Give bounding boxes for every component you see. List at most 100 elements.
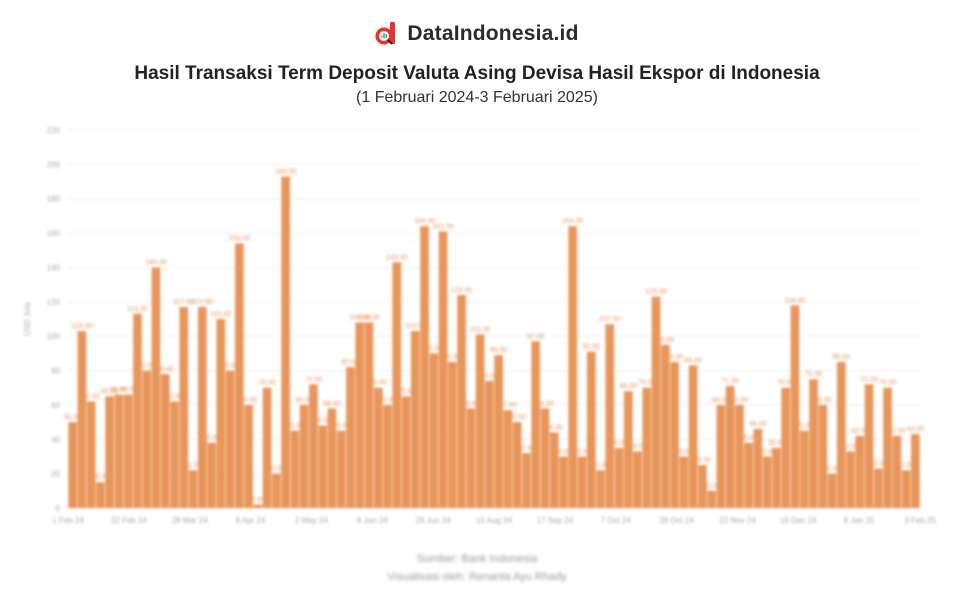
bar bbox=[234, 243, 244, 508]
bar bbox=[272, 473, 281, 508]
bar bbox=[160, 373, 170, 508]
bar bbox=[762, 456, 772, 508]
bar bbox=[410, 331, 420, 508]
bar bbox=[873, 468, 883, 508]
bar bbox=[383, 404, 392, 508]
bar-value-label: 70.00 bbox=[369, 380, 387, 387]
bar bbox=[151, 267, 161, 508]
bar-value-label: 30.00 bbox=[555, 448, 573, 455]
bar-value-label: 58.00 bbox=[536, 400, 554, 407]
x-tick-label: 6 Jun 24 bbox=[357, 516, 388, 525]
bar-value-label: 38.00 bbox=[740, 435, 758, 442]
x-tick-label: 8 Apr 24 bbox=[236, 516, 266, 525]
bar bbox=[522, 453, 531, 508]
bar-value-label: 35.00 bbox=[768, 440, 786, 447]
bar bbox=[96, 482, 105, 508]
bar bbox=[309, 384, 318, 508]
bar-value-label: 75.00 bbox=[805, 371, 823, 378]
bar bbox=[549, 432, 559, 508]
y-tick-label: 160 bbox=[47, 229, 61, 238]
bar bbox=[299, 404, 309, 508]
bar bbox=[633, 451, 642, 508]
y-tick-label: 40 bbox=[51, 435, 60, 444]
bar bbox=[716, 404, 726, 508]
bar-value-label: 107.00 bbox=[599, 316, 621, 323]
bar bbox=[698, 465, 707, 508]
bar-value-label: 85.00 bbox=[444, 354, 462, 361]
bar-value-label: 44.00 bbox=[545, 424, 563, 431]
bar bbox=[225, 370, 235, 508]
bar-value-label: 108.00 bbox=[358, 314, 380, 321]
bar-value-label: 15.00 bbox=[92, 474, 110, 481]
bar-value-label: 22.00 bbox=[592, 462, 610, 469]
bar-value-label: 35.00 bbox=[610, 440, 628, 447]
y-axis-label: USD Juta bbox=[23, 301, 32, 336]
bar-value-label: 85.00 bbox=[833, 354, 851, 361]
bar bbox=[420, 226, 429, 508]
bar-value-label: 101.00 bbox=[469, 326, 491, 333]
bar-value-label: 45.00 bbox=[286, 423, 304, 430]
bar-value-label: 85.00 bbox=[666, 354, 684, 361]
bar bbox=[623, 391, 633, 508]
bar-value-label: 68.00 bbox=[620, 383, 638, 390]
bar-value-label: 108.00 bbox=[349, 314, 371, 321]
bar-value-label: 33.00 bbox=[842, 443, 860, 450]
bar bbox=[105, 396, 115, 508]
bar-value-label: 58.00 bbox=[323, 400, 341, 407]
bar bbox=[485, 380, 494, 508]
chart-footer: Sumber: Bank Indonesia Visualisasi oleh:… bbox=[0, 550, 954, 586]
dataindonesia-logo-icon bbox=[375, 22, 397, 46]
bar bbox=[753, 428, 763, 508]
bar bbox=[244, 404, 253, 508]
bar-value-label: 66.00 bbox=[119, 387, 137, 394]
bar-value-label: 32.00 bbox=[518, 445, 536, 452]
bar bbox=[725, 386, 735, 508]
bar bbox=[707, 490, 716, 508]
chart-subtitle: (1 Februari 2024-3 Februari 2025) bbox=[356, 89, 598, 106]
bar-value-label: 58.00 bbox=[462, 400, 480, 407]
y-tick-label: 220 bbox=[47, 126, 61, 135]
bar-value-label: 71.00 bbox=[721, 378, 739, 385]
y-tick-label: 80 bbox=[51, 367, 60, 376]
bar-value-label: 46.00 bbox=[749, 421, 767, 428]
bar-value-label: 22.00 bbox=[184, 462, 202, 469]
bar bbox=[170, 401, 179, 508]
y-axis-ticks: 0 20 40 60 80 100 120 140 160 180 200 220 bbox=[47, 126, 61, 513]
bar bbox=[197, 306, 207, 508]
bar bbox=[660, 344, 670, 508]
bar bbox=[883, 387, 892, 508]
bar bbox=[892, 435, 902, 508]
bar-value-label: 70.00 bbox=[879, 380, 897, 387]
bar-value-label: 65.00 bbox=[397, 388, 415, 395]
bar-value-label: 80.00 bbox=[138, 363, 156, 370]
bar bbox=[281, 176, 290, 508]
bar bbox=[512, 422, 522, 508]
bar-value-label: 72.00 bbox=[860, 376, 878, 383]
x-tick-label: 1 Feb 24 bbox=[52, 516, 84, 525]
bar-value-label: 45.00 bbox=[795, 423, 813, 430]
bar bbox=[901, 470, 911, 508]
x-tick-label: 16 Dec 24 bbox=[780, 516, 817, 525]
bar-value-label: 140.00 bbox=[145, 259, 167, 266]
bar bbox=[216, 319, 226, 508]
bar bbox=[355, 322, 365, 508]
bar-value-label: 60.00 bbox=[379, 397, 397, 404]
bar bbox=[114, 394, 124, 508]
bar bbox=[531, 341, 541, 508]
bar bbox=[123, 394, 133, 508]
bar bbox=[781, 387, 791, 508]
bar bbox=[651, 296, 661, 508]
bar-value-label: 42.00 bbox=[888, 428, 906, 435]
bar-value-label: 83.00 bbox=[684, 357, 702, 364]
bar-value-label: 30.00 bbox=[675, 448, 693, 455]
bar-value-label: 60.00 bbox=[814, 397, 832, 404]
bar-value-label: 30.00 bbox=[573, 448, 591, 455]
bar bbox=[466, 408, 476, 508]
bar bbox=[447, 361, 457, 508]
bar-value-label: 45.00 bbox=[332, 423, 350, 430]
bar bbox=[253, 504, 263, 508]
bar-value-label: 66.00 bbox=[110, 387, 128, 394]
bar-value-label: 72.00 bbox=[305, 376, 323, 383]
bar-value-label: 74.00 bbox=[481, 373, 499, 380]
bar-value-label: 164.00 bbox=[414, 218, 436, 225]
